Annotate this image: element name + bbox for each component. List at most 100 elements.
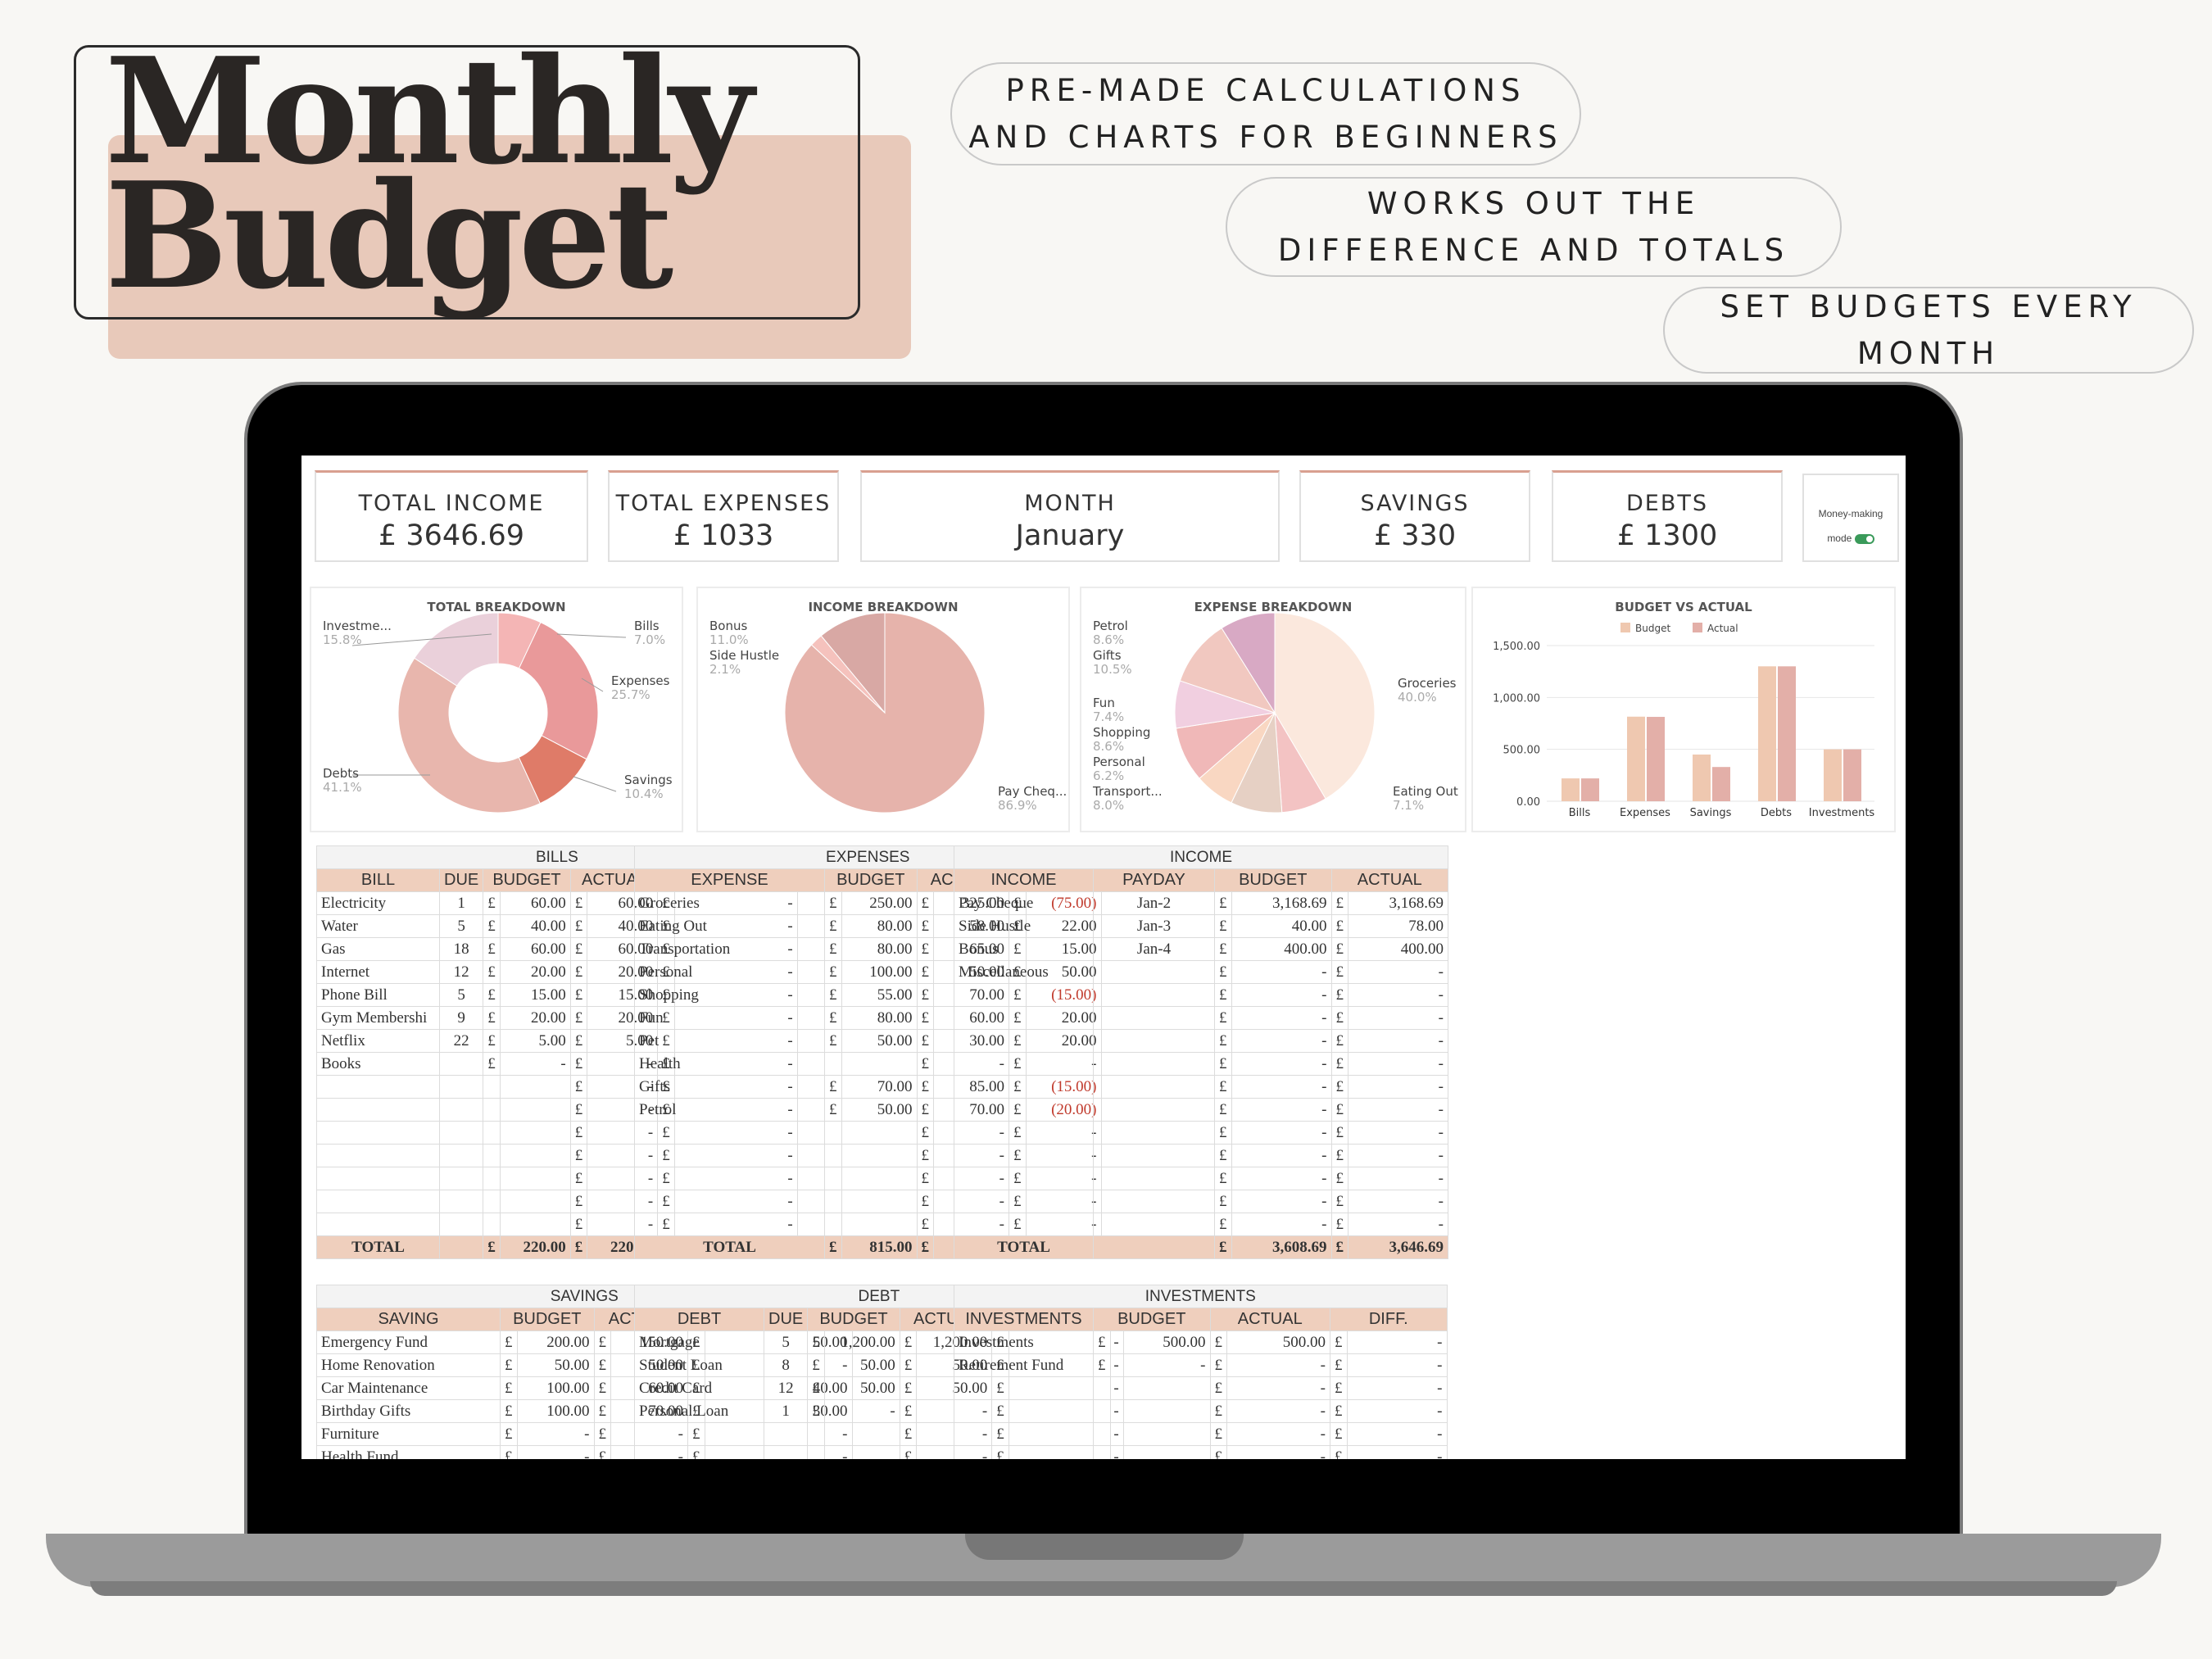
amount-cell[interactable] xyxy=(499,1121,571,1145)
text-cell[interactable]: TOTAL xyxy=(316,1235,440,1259)
amount-cell[interactable]: - xyxy=(1231,1006,1332,1030)
amount-cell[interactable]: - xyxy=(1231,1075,1332,1099)
text-cell[interactable] xyxy=(438,1121,484,1145)
amount-cell[interactable]: - xyxy=(1231,1213,1332,1236)
amount-cell[interactable]: 55.00 xyxy=(841,983,918,1007)
text-cell[interactable]: Fun xyxy=(634,1006,825,1030)
amount-cell[interactable] xyxy=(841,1213,918,1236)
text-cell[interactable]: Investments xyxy=(954,1330,1094,1354)
text-cell[interactable] xyxy=(1093,1006,1215,1030)
amount-cell[interactable]: - xyxy=(516,1445,595,1459)
text-cell[interactable] xyxy=(954,1144,1094,1167)
amount-cell[interactable]: 80.00 xyxy=(841,1006,918,1030)
amount-cell[interactable]: 50.00 xyxy=(841,1098,918,1122)
text-cell[interactable]: 22 xyxy=(438,1029,484,1053)
text-cell[interactable] xyxy=(438,1075,484,1099)
text-cell[interactable] xyxy=(438,1144,484,1167)
text-cell[interactable] xyxy=(1093,1190,1215,1213)
text-cell[interactable] xyxy=(316,1121,440,1145)
text-cell[interactable]: 5 xyxy=(438,983,484,1007)
text-cell[interactable]: Transportation xyxy=(634,937,825,961)
amount-cell[interactable]: - xyxy=(1348,1029,1448,1053)
amount-cell[interactable]: 3,608.69 xyxy=(1231,1235,1332,1259)
amount-cell[interactable]: 220.00 xyxy=(499,1235,571,1259)
amount-cell[interactable] xyxy=(823,1445,900,1459)
text-cell[interactable] xyxy=(634,1213,825,1236)
text-cell[interactable] xyxy=(954,1422,1094,1446)
amount-cell[interactable]: 80.00 xyxy=(841,914,918,938)
amount-cell[interactable]: - xyxy=(1226,1353,1330,1377)
amount-cell[interactable]: 50.00 xyxy=(516,1353,595,1377)
amount-cell[interactable]: - xyxy=(499,1052,571,1076)
text-cell[interactable] xyxy=(316,1190,440,1213)
amount-cell[interactable]: - xyxy=(1346,1353,1448,1377)
text-cell[interactable] xyxy=(1093,1098,1215,1122)
text-cell[interactable] xyxy=(634,1121,825,1145)
amount-cell[interactable]: - xyxy=(1226,1422,1330,1446)
amount-cell[interactable]: 50.00 xyxy=(823,1376,900,1400)
text-cell[interactable]: Pay Cheque xyxy=(954,891,1094,915)
text-cell[interactable] xyxy=(438,1098,484,1122)
amount-cell[interactable]: 3,168.69 xyxy=(1348,891,1448,915)
amount-cell[interactable]: 400.00 xyxy=(1348,937,1448,961)
text-cell[interactable]: Miscellaneous xyxy=(954,960,1094,984)
amount-cell[interactable]: 50.00 xyxy=(823,1353,900,1377)
text-cell[interactable]: Furniture xyxy=(316,1422,501,1446)
text-cell[interactable] xyxy=(1093,1121,1215,1145)
amount-cell[interactable]: - xyxy=(1226,1376,1330,1400)
text-cell[interactable]: Health Fund xyxy=(316,1445,501,1459)
text-cell[interactable] xyxy=(316,1075,440,1099)
text-cell[interactable] xyxy=(1093,1167,1215,1190)
text-cell[interactable]: Pet xyxy=(634,1029,825,1053)
text-cell[interactable] xyxy=(1093,1029,1215,1053)
amount-cell[interactable]: - xyxy=(823,1399,900,1423)
text-cell[interactable]: Credit Card xyxy=(634,1376,764,1400)
text-cell[interactable] xyxy=(634,1144,825,1167)
text-cell[interactable]: Personal xyxy=(634,960,825,984)
amount-cell[interactable]: 20.00 xyxy=(499,960,571,984)
text-cell[interactable]: Side Hustle xyxy=(954,914,1094,938)
text-cell[interactable] xyxy=(954,1445,1094,1459)
amount-cell[interactable] xyxy=(841,1052,918,1076)
text-cell[interactable] xyxy=(763,1445,809,1459)
amount-cell[interactable]: 3,168.69 xyxy=(1231,891,1332,915)
amount-cell[interactable]: 1,200.00 xyxy=(823,1330,900,1354)
text-cell[interactable]: Shopping xyxy=(634,983,825,1007)
amount-cell[interactable] xyxy=(1109,1376,1211,1400)
toggle-switch[interactable] xyxy=(1854,533,1874,544)
text-cell[interactable] xyxy=(1093,960,1215,984)
text-cell[interactable] xyxy=(954,1121,1094,1145)
text-cell[interactable] xyxy=(634,1422,764,1446)
text-cell[interactable]: 1 xyxy=(763,1399,809,1423)
amount-cell[interactable] xyxy=(841,1121,918,1145)
amount-cell[interactable]: - xyxy=(1231,1167,1332,1190)
amount-cell[interactable]: 70.00 xyxy=(841,1075,918,1099)
amount-cell[interactable]: 15.00 xyxy=(499,983,571,1007)
amount-cell[interactable]: - xyxy=(1348,1144,1448,1167)
amount-cell[interactable] xyxy=(499,1098,571,1122)
text-cell[interactable] xyxy=(954,1376,1094,1400)
text-cell[interactable] xyxy=(1093,1213,1215,1236)
amount-cell[interactable]: - xyxy=(1348,1167,1448,1190)
text-cell[interactable]: Personal Loan xyxy=(634,1399,764,1423)
text-cell[interactable] xyxy=(438,1052,484,1076)
text-cell[interactable] xyxy=(954,1006,1094,1030)
text-cell[interactable] xyxy=(1093,1144,1215,1167)
text-cell[interactable]: TOTAL xyxy=(954,1235,1094,1259)
amount-cell[interactable]: - xyxy=(1348,1098,1448,1122)
text-cell[interactable]: 12 xyxy=(763,1376,809,1400)
text-cell[interactable] xyxy=(316,1213,440,1236)
text-cell[interactable]: Student Loan xyxy=(634,1353,764,1377)
text-cell[interactable] xyxy=(634,1445,764,1459)
amount-cell[interactable]: - xyxy=(1348,960,1448,984)
amount-cell[interactable]: 3,646.69 xyxy=(1348,1235,1448,1259)
text-cell[interactable] xyxy=(1093,1075,1215,1099)
amount-cell[interactable]: - xyxy=(1231,1190,1332,1213)
text-cell[interactable] xyxy=(954,1075,1094,1099)
amount-cell[interactable]: - xyxy=(1346,1445,1448,1459)
text-cell[interactable] xyxy=(316,1144,440,1167)
text-cell[interactable]: Groceries xyxy=(634,891,825,915)
amount-cell[interactable]: 50.00 xyxy=(841,1029,918,1053)
text-cell[interactable]: 8 xyxy=(763,1353,809,1377)
text-cell[interactable] xyxy=(763,1422,809,1446)
